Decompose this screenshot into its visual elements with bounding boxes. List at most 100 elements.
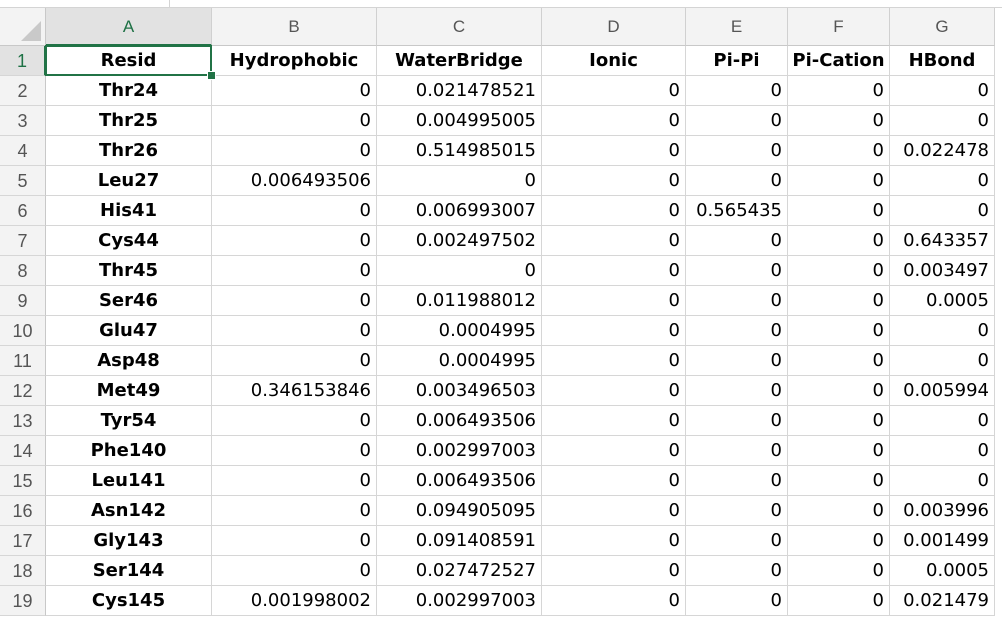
value-cell[interactable]: 0 (686, 256, 788, 286)
value-cell[interactable]: 0.004995005 (377, 106, 542, 136)
value-cell[interactable]: 0 (788, 196, 890, 226)
value-cell[interactable]: 0 (788, 496, 890, 526)
row-header[interactable]: 11 (0, 346, 46, 376)
value-cell[interactable]: 0 (686, 556, 788, 586)
row-header[interactable]: 15 (0, 466, 46, 496)
value-cell[interactable]: 0.001998002 (212, 586, 377, 616)
value-cell[interactable]: 0 (686, 76, 788, 106)
value-cell[interactable]: 0 (686, 226, 788, 256)
value-cell[interactable]: 0.091408591 (377, 526, 542, 556)
value-cell[interactable]: 0 (212, 346, 377, 376)
value-cell[interactable]: 0 (212, 106, 377, 136)
value-cell[interactable]: 0.002997003 (377, 436, 542, 466)
value-cell[interactable]: 0 (542, 256, 686, 286)
column-header-e[interactable]: E (686, 8, 788, 46)
row-header[interactable]: 6 (0, 196, 46, 226)
value-cell[interactable]: 0 (686, 406, 788, 436)
value-cell[interactable]: 0 (212, 226, 377, 256)
value-cell[interactable]: 0 (788, 106, 890, 136)
value-cell[interactable]: 0 (788, 136, 890, 166)
column-header-c[interactable]: C (377, 8, 542, 46)
value-cell[interactable]: 0 (890, 316, 995, 346)
row-header[interactable]: 9 (0, 286, 46, 316)
row-header[interactable]: 18 (0, 556, 46, 586)
resid-cell[interactable]: Thr24 (46, 76, 212, 106)
resid-cell[interactable]: Thr25 (46, 106, 212, 136)
value-cell[interactable]: 0 (212, 406, 377, 436)
resid-cell[interactable]: Ser144 (46, 556, 212, 586)
value-cell[interactable]: 0 (686, 466, 788, 496)
value-cell[interactable]: 0 (542, 316, 686, 346)
value-cell[interactable]: 0.022478 (890, 136, 995, 166)
value-cell[interactable]: 0 (212, 256, 377, 286)
resid-cell[interactable]: Cys145 (46, 586, 212, 616)
value-cell[interactable]: 0 (686, 166, 788, 196)
value-cell[interactable]: 0.006993007 (377, 196, 542, 226)
value-cell[interactable]: 0 (890, 466, 995, 496)
resid-cell[interactable]: Thr45 (46, 256, 212, 286)
value-cell[interactable]: 0 (788, 436, 890, 466)
value-cell[interactable]: 0 (788, 556, 890, 586)
fill-handle[interactable] (207, 71, 216, 80)
value-cell[interactable]: 0 (788, 166, 890, 196)
name-box[interactable] (0, 0, 170, 8)
value-cell[interactable]: 0.643357 (890, 226, 995, 256)
value-cell[interactable]: 0 (788, 406, 890, 436)
value-cell[interactable]: 0 (542, 376, 686, 406)
header-cell[interactable]: Ionic (542, 46, 686, 76)
row-header[interactable]: 17 (0, 526, 46, 556)
value-cell[interactable]: 0.003996 (890, 496, 995, 526)
value-cell[interactable]: 0 (542, 586, 686, 616)
column-header-b[interactable]: B (212, 8, 377, 46)
value-cell[interactable]: 0.0004995 (377, 346, 542, 376)
value-cell[interactable]: 0.003496503 (377, 376, 542, 406)
resid-cell[interactable]: Met49 (46, 376, 212, 406)
value-cell[interactable]: 0.0004995 (377, 316, 542, 346)
value-cell[interactable]: 0.003497 (890, 256, 995, 286)
value-cell[interactable]: 0 (686, 346, 788, 376)
value-cell[interactable]: 0 (788, 76, 890, 106)
value-cell[interactable]: 0 (890, 196, 995, 226)
value-cell[interactable]: 0 (212, 136, 377, 166)
header-cell[interactable]: Hydrophobic (212, 46, 377, 76)
value-cell[interactable]: 0 (542, 406, 686, 436)
row-header[interactable]: 8 (0, 256, 46, 286)
value-cell[interactable]: 0.005994 (890, 376, 995, 406)
value-cell[interactable]: 0 (788, 526, 890, 556)
value-cell[interactable]: 0.006493506 (377, 406, 542, 436)
resid-cell[interactable]: Thr26 (46, 136, 212, 166)
value-cell[interactable]: 0 (686, 376, 788, 406)
row-header[interactable]: 12 (0, 376, 46, 406)
value-cell[interactable]: 0.021479 (890, 586, 995, 616)
value-cell[interactable]: 0 (686, 316, 788, 346)
value-cell[interactable]: 0 (212, 316, 377, 346)
value-cell[interactable]: 0.006493506 (377, 466, 542, 496)
value-cell[interactable]: 0 (686, 586, 788, 616)
value-cell[interactable]: 0 (686, 436, 788, 466)
value-cell[interactable]: 0 (542, 556, 686, 586)
value-cell[interactable]: 0 (542, 136, 686, 166)
value-cell[interactable]: 0.001499 (890, 526, 995, 556)
value-cell[interactable]: 0 (542, 436, 686, 466)
value-cell[interactable]: 0 (890, 166, 995, 196)
value-cell[interactable]: 0 (890, 346, 995, 376)
row-header[interactable]: 13 (0, 406, 46, 436)
column-header-d[interactable]: D (542, 8, 686, 46)
value-cell[interactable]: 0 (788, 466, 890, 496)
row-header[interactable]: 3 (0, 106, 46, 136)
value-cell[interactable]: 0 (542, 286, 686, 316)
value-cell[interactable]: 0.094905095 (377, 496, 542, 526)
row-header[interactable]: 1 (0, 46, 46, 76)
value-cell[interactable]: 0 (686, 496, 788, 526)
value-cell[interactable]: 0.0005 (890, 286, 995, 316)
value-cell[interactable]: 0 (788, 586, 890, 616)
header-cell[interactable]: Resid (46, 46, 212, 76)
value-cell[interactable]: 0 (788, 346, 890, 376)
value-cell[interactable]: 0 (890, 76, 995, 106)
value-cell[interactable]: 0 (212, 526, 377, 556)
column-header-g[interactable]: G (890, 8, 995, 46)
value-cell[interactable]: 0 (212, 196, 377, 226)
row-header[interactable]: 7 (0, 226, 46, 256)
value-cell[interactable]: 0 (542, 466, 686, 496)
value-cell[interactable]: 0.346153846 (212, 376, 377, 406)
